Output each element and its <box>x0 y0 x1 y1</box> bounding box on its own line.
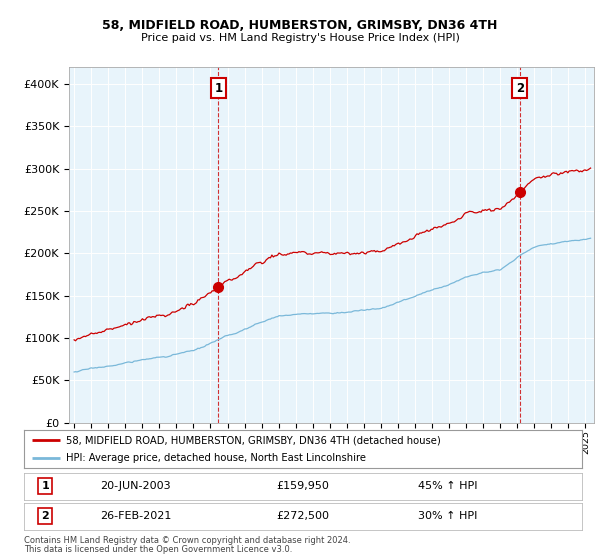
Text: 2: 2 <box>41 511 49 521</box>
Text: 1: 1 <box>214 82 223 95</box>
Text: 58, MIDFIELD ROAD, HUMBERSTON, GRIMSBY, DN36 4TH (detached house): 58, MIDFIELD ROAD, HUMBERSTON, GRIMSBY, … <box>66 435 440 445</box>
Text: Contains HM Land Registry data © Crown copyright and database right 2024.: Contains HM Land Registry data © Crown c… <box>24 536 350 545</box>
Text: 1: 1 <box>41 481 49 491</box>
Text: Price paid vs. HM Land Registry's House Price Index (HPI): Price paid vs. HM Land Registry's House … <box>140 33 460 43</box>
Text: HPI: Average price, detached house, North East Lincolnshire: HPI: Average price, detached house, Nort… <box>66 453 366 463</box>
Text: 2: 2 <box>516 82 524 95</box>
Text: This data is licensed under the Open Government Licence v3.0.: This data is licensed under the Open Gov… <box>24 545 292 554</box>
Text: 45% ↑ HPI: 45% ↑ HPI <box>418 481 478 491</box>
Text: 30% ↑ HPI: 30% ↑ HPI <box>418 511 478 521</box>
Text: £272,500: £272,500 <box>277 511 329 521</box>
Text: 20-JUN-2003: 20-JUN-2003 <box>100 481 171 491</box>
Text: 58, MIDFIELD ROAD, HUMBERSTON, GRIMSBY, DN36 4TH: 58, MIDFIELD ROAD, HUMBERSTON, GRIMSBY, … <box>103 18 497 32</box>
Text: £159,950: £159,950 <box>277 481 329 491</box>
Text: 26-FEB-2021: 26-FEB-2021 <box>100 511 171 521</box>
